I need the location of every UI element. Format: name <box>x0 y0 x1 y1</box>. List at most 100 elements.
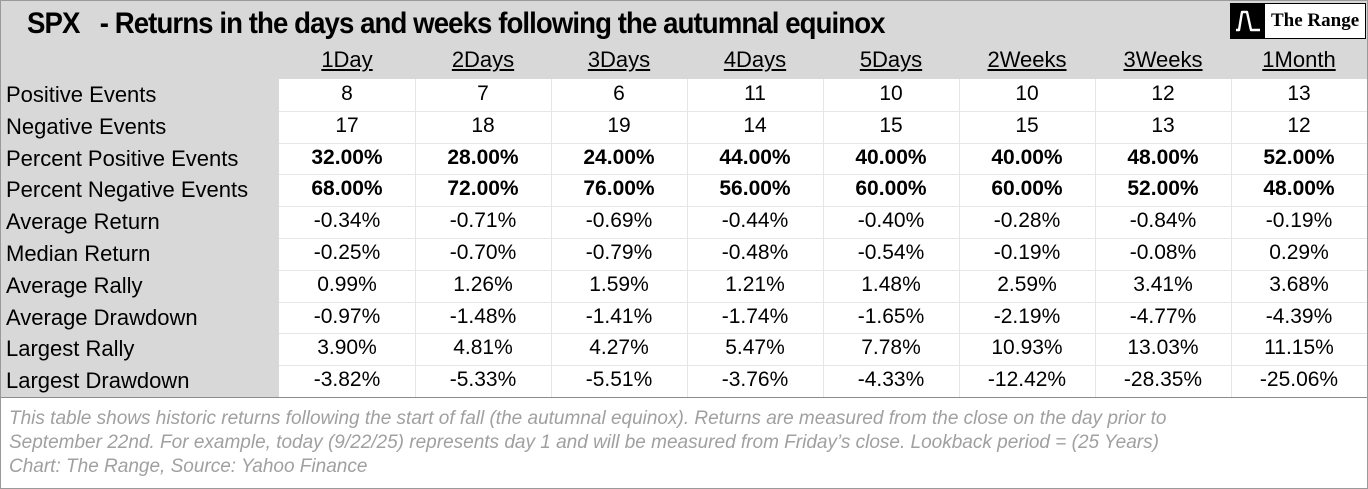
table-cell: 7 <box>477 82 489 105</box>
title-text: - Returns in the days and weeks followin… <box>99 7 886 40</box>
column-header: 1Day <box>321 47 373 72</box>
table-cell: -12.42% <box>987 368 1067 392</box>
table-cell: -0.69% <box>585 209 653 233</box>
table-cell: 11.15% <box>1264 336 1334 360</box>
table-cell: -0.97% <box>313 304 381 328</box>
table-cell: -1.74% <box>721 304 789 328</box>
table-cell: -0.19% <box>1265 209 1333 233</box>
column-header: 2Days <box>451 47 515 72</box>
chart-title: SPX - Returns in the days and weeks follo… <box>27 7 886 41</box>
grid-line-horizontal <box>279 333 1367 335</box>
table-cell: 10 <box>879 82 903 105</box>
grid-line-horizontal <box>279 206 1367 208</box>
the-range-logo-icon <box>1231 4 1265 38</box>
table-cell: -0.08% <box>1129 241 1197 264</box>
table-cell: 60.00% <box>991 177 1063 201</box>
table-cell: 13.03% <box>1127 336 1199 360</box>
row-label: Average Rally <box>6 272 143 298</box>
table-cell: 48.00% <box>1127 145 1199 169</box>
table-row: Average Rally 0.99% 1.26% 1.59% 1.21% 1.48% 2.… <box>1 270 1367 302</box>
table-cell: -4.39% <box>1265 304 1333 328</box>
column-header: 4Days <box>723 47 787 72</box>
table-cell: 13 <box>1151 113 1175 137</box>
table-cell: -0.70% <box>449 241 517 264</box>
row-label: Largest Drawdown <box>6 368 190 394</box>
row-label-band <box>1 79 279 397</box>
table-cell: 12 <box>1287 113 1311 137</box>
column-header: 3Days <box>587 47 651 72</box>
table-row: Median Return -0.25% -0.70% -0.79% -0.48% -0.… <box>1 238 1367 270</box>
table-cell: 1.59% <box>589 272 649 296</box>
column-header: 3Weeks <box>1123 47 1203 72</box>
table-cell: 3.90% <box>317 336 377 360</box>
table-cell: 28.00% <box>447 145 519 169</box>
row-label: Average Return <box>6 209 160 235</box>
table-cell: 1.26% <box>453 272 513 296</box>
table-cell: 10.93% <box>991 336 1063 360</box>
table-cell: 1.48% <box>861 272 921 296</box>
table-cell: 4.81% <box>453 336 513 360</box>
table-cell: -3.82% <box>313 368 381 392</box>
table-cell: 6 <box>613 82 625 105</box>
table-cell: 68.00% <box>311 177 383 201</box>
the-range-logo: The Range <box>1230 3 1366 39</box>
grid-line-horizontal <box>279 301 1367 303</box>
table-cell: 3.68% <box>1269 272 1329 296</box>
grid-line-horizontal <box>279 174 1367 176</box>
table-cell: 5.47% <box>725 336 785 360</box>
table-cell: 14 <box>743 113 767 137</box>
table-row: Percent Positive Events 32.00% 28.00% 24.00… <box>1 143 1367 175</box>
footer-line: This table shows historic returns follow… <box>9 408 1167 429</box>
table-cell: 15 <box>1015 113 1039 137</box>
grid-line-horizontal <box>279 110 1367 112</box>
table-cell: 7.78% <box>861 336 921 360</box>
table-cell: -0.44% <box>721 209 789 233</box>
footer-line: Chart: The Range, Source: Yahoo Finance <box>9 456 368 477</box>
table-cell: 24.00% <box>583 145 655 169</box>
table-cell: 0.29% <box>1269 241 1329 264</box>
footer-note: This table shows historic returns follow… <box>9 407 1359 479</box>
table-cell: -0.28% <box>993 209 1061 233</box>
table-cell: -0.34% <box>313 209 381 233</box>
row-label: Positive Events <box>6 82 157 107</box>
table-cell: -0.48% <box>721 241 789 264</box>
column-header: 5Days <box>859 47 923 72</box>
table-cell: 76.00% <box>583 177 655 201</box>
column-header: 1Month <box>1262 47 1336 72</box>
table-cell: -5.51% <box>585 368 653 392</box>
table-cell: -25.06% <box>1259 368 1339 392</box>
row-label: Median Return <box>6 241 151 266</box>
table-cell: -0.71% <box>449 209 517 233</box>
table-cell: -5.33% <box>449 368 517 392</box>
grid-line-horizontal <box>279 269 1367 271</box>
table-cell: -0.25% <box>313 241 381 264</box>
table-cell: 18 <box>471 113 495 137</box>
table-cell: 52.00% <box>1127 177 1199 201</box>
table-cell: -0.84% <box>1129 209 1197 233</box>
table-cell: 48.00% <box>1263 177 1335 201</box>
table-cell: 56.00% <box>719 177 791 201</box>
table-cell: 40.00% <box>855 145 927 169</box>
table-cell: -1.48% <box>449 304 517 328</box>
grid-line-horizontal <box>279 238 1367 239</box>
table-cell: 8 <box>341 82 353 105</box>
table-cell: 0.99% <box>317 272 377 296</box>
title-symbol: SPX <box>27 7 80 40</box>
table-cell: -3.76% <box>721 368 789 392</box>
table-row: Largest Drawdown -3.82% -5.33% -5.51% -3.76%… <box>1 365 1367 397</box>
table-row: Percent Negative Events 68.00% 72.00% 76.00… <box>1 174 1367 206</box>
table-cell: -0.79% <box>585 241 653 264</box>
row-label: Percent Positive Events <box>6 145 239 171</box>
row-label: Percent Negative Events <box>6 177 249 203</box>
table-cell: 17 <box>335 113 359 137</box>
table-cell: -2.19% <box>993 304 1061 328</box>
grid-line-horizontal <box>279 142 1367 144</box>
row-label: Largest Rally <box>6 336 135 362</box>
table-cell: 15 <box>879 113 903 137</box>
grid-line-horizontal <box>279 365 1367 367</box>
table-cell: 72.00% <box>447 177 519 201</box>
table-cell: 3.41% <box>1133 272 1193 296</box>
table-row: Negative Events 17 18 19 14 15 15 13 12 <box>1 111 1367 143</box>
table-cell: 44.00% <box>719 145 791 169</box>
row-label: Negative Events <box>6 113 167 139</box>
